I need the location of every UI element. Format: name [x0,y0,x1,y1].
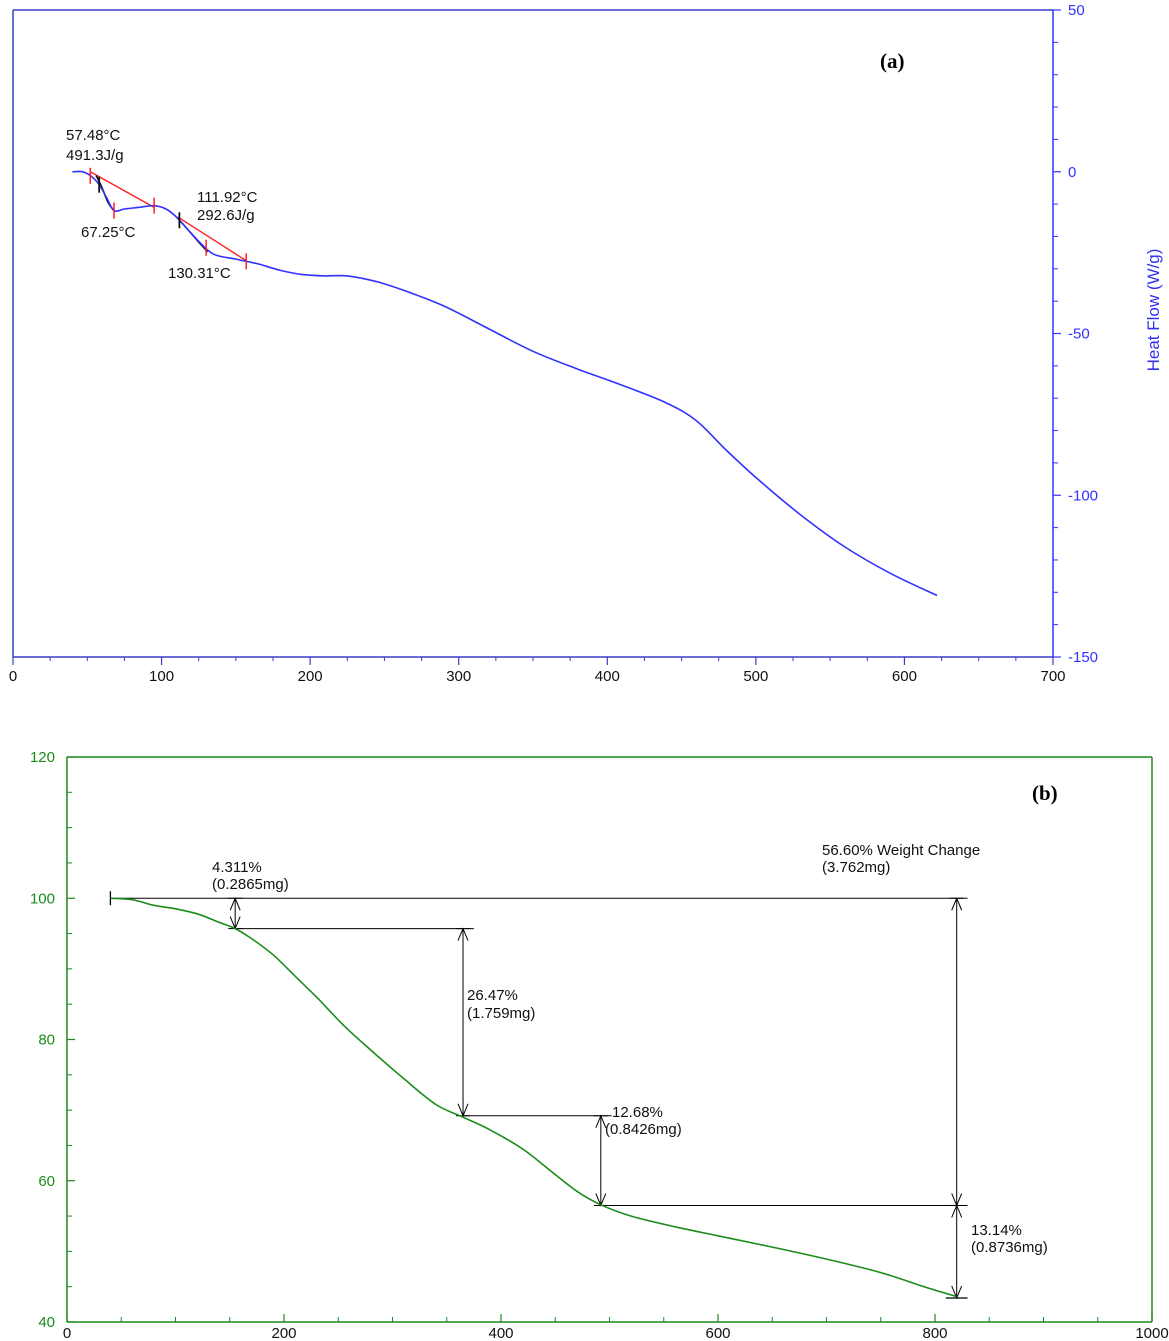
b-step3-mass: (0.8426mg) [605,1121,682,1138]
panel-b: 0 200 400 600 800 1000 40 60 80 100 120 (b) 56.60… [30,749,1169,1341]
a-y-tick-label: -100 [1068,487,1098,504]
a-ann-enthalpy2: 292.6J/g [197,207,255,224]
a-x-tick-label: 500 [743,668,768,685]
b-y-tick-label: 120 [30,749,55,766]
a-peak-baseline [89,171,155,208]
panel-a: 0 100 200 300 400 500 600 700 500-50-100-150 He… [9,2,1163,685]
a-ann-onset2: 111.92°C [197,189,258,206]
b-panel-label: (b) [1032,781,1058,805]
b-x-tick-label: 600 [705,1325,730,1341]
b-x-tick-label: 800 [922,1325,947,1341]
b-step2-mass: (1.759mg) [467,1005,535,1022]
a-y-ticks: 50 0 -50 -100 -150 [1053,2,1098,666]
a-y-tick-label: 0 [1068,164,1076,181]
b-step1-pct: 4.311% [212,859,262,876]
a-x-tick-label: 400 [595,668,620,685]
b-x-tick-label: 0 [63,1325,71,1341]
a-x-tick-label: 600 [892,668,917,685]
a-x-tick-label: 700 [1040,668,1065,685]
b-step4-mass: (0.8736mg) [971,1239,1048,1256]
b-x-ticks: 0 200 400 600 800 1000 [63,1314,1169,1341]
a-y-tick-label: 50 [1068,2,1085,19]
b-total-mass: (3.762mg) [822,859,890,876]
a-x-tick-label: 100 [149,668,174,685]
b-step1-mass: (0.2865mg) [212,876,289,893]
b-y-tick-label: 60 [38,1173,55,1190]
b-y-tick-label: 40 [38,1314,55,1331]
b-step-markers [109,891,968,1300]
b-total-pct: 56.60% Weight Change [822,842,980,859]
b-x-tick-label: 400 [488,1325,513,1341]
b-y-ticks: 40 60 80 100 120 [30,749,75,1331]
b-y-tick-label: 100 [30,890,55,907]
a-ann-onset1: 57.48°C [66,127,121,144]
b-weight-curve [110,897,957,1298]
a-y-axis-label: Heat Flow (W/g) [1144,249,1163,372]
a-ann-enthalpy1: 491.3J/g [66,147,124,164]
a-x-tick-label: 0 [9,668,17,685]
a-panel-label: (a) [880,49,905,73]
a-y-tick-label: -50 [1068,326,1090,343]
b-step2-pct: 26.47% [467,987,518,1004]
a-x-tick-label: 200 [298,668,323,685]
b-step3-pct: 12.68% [612,1104,663,1121]
a-peak-baseline [177,216,247,262]
a-ann-end2: 130.31°C [168,265,231,282]
b-y-tick-label: 80 [38,1032,55,1049]
a-y-tick-label: -150 [1068,649,1098,666]
a-x-ticks: 0 100 200 300 400 500 600 700 [9,657,1066,685]
b-step4-pct: 13.14% [971,1222,1022,1239]
a-x-tick-label: 300 [446,668,471,685]
a-ann-end1: 67.25°C [81,224,136,241]
a-markers [89,167,248,270]
a-heat-flow-curve [72,170,938,597]
b-x-tick-label: 1000 [1135,1325,1168,1341]
b-x-tick-label: 200 [271,1325,296,1341]
